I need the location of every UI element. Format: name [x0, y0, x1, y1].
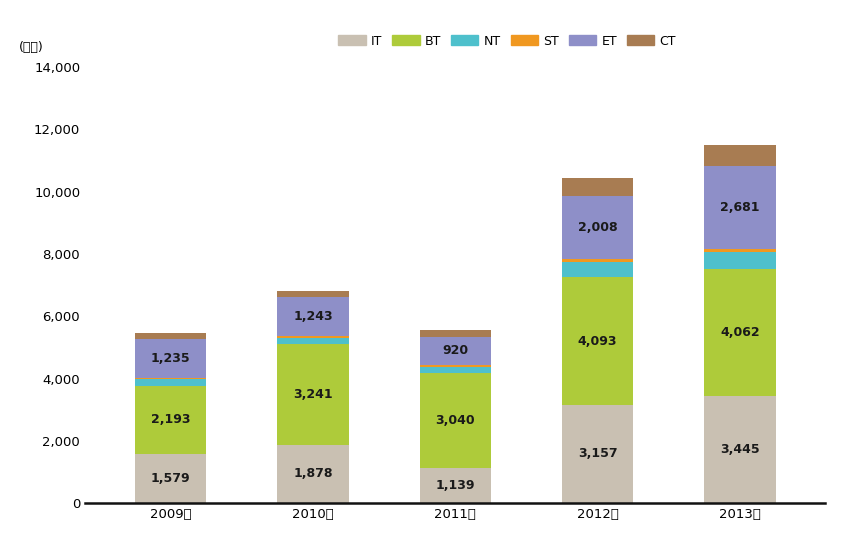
- Bar: [705, 269, 775, 396]
- Bar: [277, 344, 349, 444]
- Bar: [562, 259, 633, 262]
- Text: 3,445: 3,445: [720, 443, 760, 456]
- Bar: [705, 165, 775, 249]
- Bar: [562, 262, 633, 277]
- Bar: [135, 378, 206, 380]
- Text: 3,040: 3,040: [436, 414, 475, 427]
- Bar: [420, 337, 491, 366]
- Text: 2,681: 2,681: [720, 201, 760, 214]
- Bar: [135, 386, 206, 454]
- Text: 920: 920: [443, 344, 468, 358]
- Bar: [277, 291, 349, 297]
- Bar: [562, 178, 633, 196]
- Bar: [135, 454, 206, 503]
- Text: 1,235: 1,235: [151, 352, 191, 365]
- Bar: [277, 444, 349, 503]
- Text: 1,243: 1,243: [293, 310, 333, 323]
- Text: 3,157: 3,157: [578, 447, 618, 461]
- Text: 1,139: 1,139: [436, 479, 475, 492]
- Text: 2,008: 2,008: [578, 221, 618, 234]
- Bar: [277, 338, 349, 344]
- Bar: [277, 297, 349, 336]
- Text: 2,193: 2,193: [151, 413, 191, 427]
- Bar: [705, 145, 775, 165]
- Bar: [277, 336, 349, 338]
- Text: (건수): (건수): [19, 41, 43, 54]
- Bar: [705, 249, 775, 252]
- Legend: IT, BT, NT, ST, ET, CT: IT, BT, NT, ST, ET, CT: [334, 30, 681, 53]
- Bar: [562, 196, 633, 259]
- Text: 1,878: 1,878: [293, 467, 333, 480]
- Bar: [135, 339, 206, 378]
- Bar: [420, 468, 491, 503]
- Text: 1,579: 1,579: [151, 472, 191, 485]
- Bar: [420, 367, 491, 373]
- Text: 3,241: 3,241: [293, 387, 333, 401]
- Bar: [705, 396, 775, 503]
- Bar: [420, 373, 491, 468]
- Text: 4,093: 4,093: [578, 334, 618, 348]
- Text: 4,062: 4,062: [720, 326, 760, 339]
- Bar: [135, 380, 206, 386]
- Bar: [420, 330, 491, 337]
- Bar: [562, 277, 633, 405]
- Bar: [705, 252, 775, 269]
- Bar: [420, 366, 491, 367]
- Bar: [562, 405, 633, 503]
- Bar: [135, 333, 206, 339]
